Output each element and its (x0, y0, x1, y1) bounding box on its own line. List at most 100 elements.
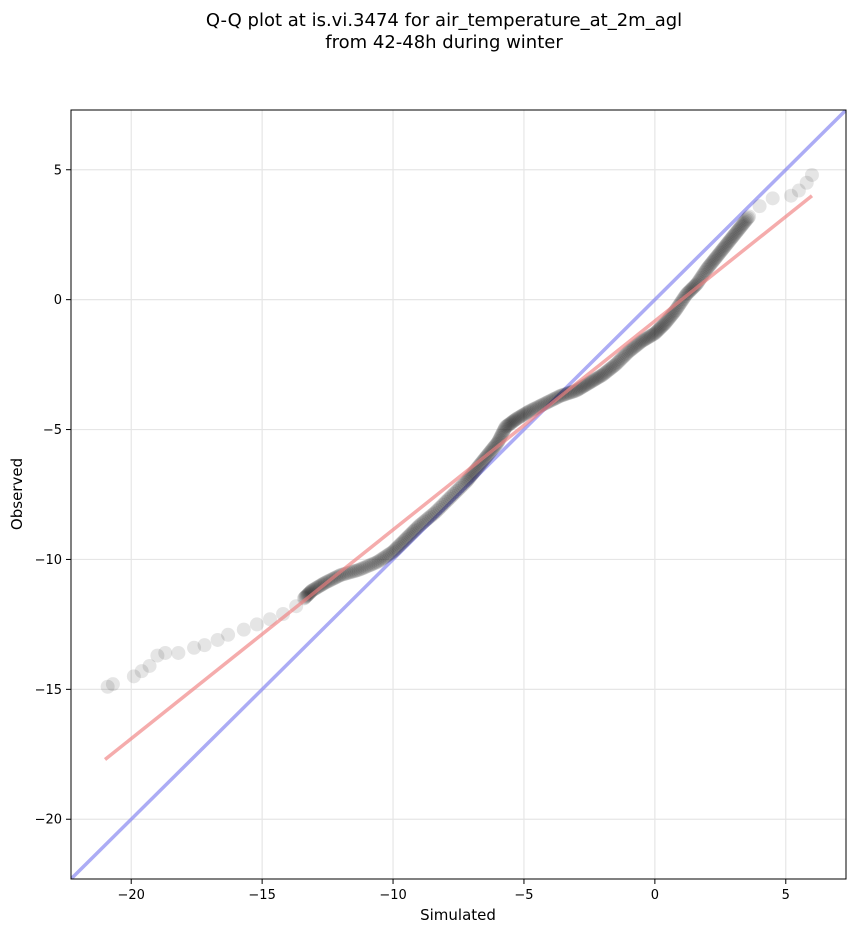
quantile-point (397, 532, 412, 547)
quantile-point (586, 373, 601, 388)
fit-line (103, 194, 814, 761)
quantile-point (703, 257, 718, 272)
quantile-point (563, 385, 578, 400)
quantile-point (638, 331, 653, 346)
quantile-point (308, 581, 323, 596)
quantile-point (500, 418, 515, 433)
quantile-point (611, 355, 626, 370)
quantile-point (424, 508, 439, 523)
quantile-point (799, 175, 814, 190)
quantile-point (659, 314, 674, 329)
quantile-point (509, 412, 524, 427)
quantile-point (353, 562, 368, 577)
quantile-point (352, 562, 367, 577)
quantile-point (171, 645, 186, 660)
quantile-point (697, 266, 712, 281)
quantile-point (378, 549, 393, 564)
quantile-point (301, 586, 316, 601)
quantile-point (719, 238, 734, 253)
quantile-point (418, 513, 433, 528)
quantile-point (158, 645, 173, 660)
quantile-point (429, 504, 444, 519)
quantile-point (645, 327, 660, 342)
quantile-point (640, 331, 655, 346)
x-axis-label: Simulated (420, 906, 496, 924)
quantile-point (518, 406, 533, 421)
x-tick-label: −15 (248, 888, 275, 903)
quantile-point (413, 517, 428, 532)
quantile-point (738, 213, 753, 228)
quantile-point (742, 209, 757, 224)
quantile-point (400, 530, 415, 545)
quantile-point (633, 335, 648, 350)
quantile-point (363, 558, 378, 573)
quantile-point (710, 248, 725, 263)
quantile-point (516, 407, 531, 422)
quantile-point (434, 499, 449, 514)
quantile-points (100, 167, 819, 694)
quantile-point (628, 339, 643, 354)
quantile-point (542, 394, 557, 409)
quantile-point (590, 371, 605, 386)
quantile-point (520, 405, 535, 420)
quantile-point (368, 555, 383, 570)
quantile-point (716, 240, 731, 255)
quantile-point (442, 491, 457, 506)
quantile-point (448, 485, 463, 500)
plot-frame (70, 109, 847, 880)
quantile-point (707, 252, 722, 267)
quantile-point (187, 640, 202, 655)
quantile-point (600, 363, 615, 378)
quantile-point (804, 167, 819, 182)
quantile-point (735, 217, 750, 232)
quantile-point (421, 510, 436, 525)
quantile-point (391, 539, 406, 554)
quantile-point (708, 251, 723, 266)
quantile-point (711, 247, 726, 262)
quantile-point (622, 343, 637, 358)
quantile-point (410, 519, 425, 534)
quantile-point (616, 349, 631, 364)
quantile-point (408, 522, 423, 537)
quantile-point (700, 261, 715, 276)
quantile-point (647, 326, 662, 341)
quantile-point (722, 234, 737, 249)
quantile-point (333, 568, 348, 583)
quantile-point (401, 529, 416, 544)
quantile-point (504, 415, 519, 430)
quantile-point (406, 523, 421, 538)
quantile-point (626, 340, 641, 355)
quantile-point (654, 320, 669, 335)
quantile-point (634, 334, 649, 349)
quantile-point (461, 471, 476, 486)
quantile-point (449, 483, 464, 498)
quantile-point (382, 546, 397, 561)
quantile-point (505, 414, 520, 429)
quantile-point (409, 521, 424, 536)
quantile-point (497, 421, 512, 436)
quantile-point (599, 364, 614, 379)
quantile-point (587, 372, 602, 387)
quantile-point (602, 362, 617, 377)
quantile-point (598, 365, 613, 380)
quantile-point (661, 312, 676, 327)
quantile-point (583, 375, 598, 390)
y-tick-label: −20 (35, 813, 62, 828)
quantile-point (741, 210, 756, 225)
quantile-point (300, 587, 315, 602)
quantile-point (585, 374, 600, 389)
quantile-point (655, 319, 670, 334)
quantile-point (388, 542, 403, 557)
quantile-point (416, 514, 431, 529)
quantile-point (651, 323, 666, 338)
quantile-point (304, 584, 319, 599)
quantile-point (427, 505, 442, 520)
quantile-point (706, 253, 721, 268)
quantile-point (431, 502, 446, 517)
grid-lines (71, 110, 846, 879)
quantile-point (474, 456, 489, 471)
quantile-point (376, 550, 391, 565)
quantile-point (490, 435, 505, 450)
quantile-point (392, 538, 407, 553)
